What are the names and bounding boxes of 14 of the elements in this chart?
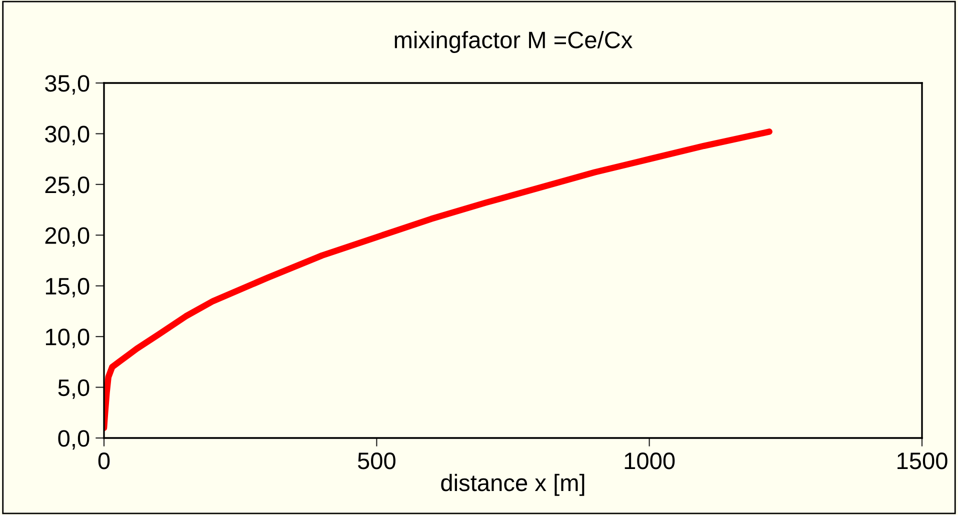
y-tick-label: 0,0 <box>58 430 90 450</box>
y-tick-label: 30,0 <box>45 126 90 146</box>
y-tick-label: 35,0 <box>45 75 90 95</box>
y-tick-label: 10,0 <box>46 328 90 348</box>
y-tick-label: 25,0 <box>45 176 90 196</box>
x-tick-label: 0 <box>98 452 110 470</box>
y-tick-label: 15,0 <box>46 278 90 298</box>
x-tick-label: 1000 <box>624 452 675 470</box>
x-tick-label: 1500 <box>898 452 948 470</box>
y-tick-label: 20,0 <box>45 227 90 247</box>
x-axis-title: distance x [m] <box>441 474 584 496</box>
chart-title: mixingfactor M =Ce/Cx <box>394 30 632 54</box>
y-tick-label: 5,0 <box>58 379 90 399</box>
x-tick-label: 500 <box>358 452 396 470</box>
